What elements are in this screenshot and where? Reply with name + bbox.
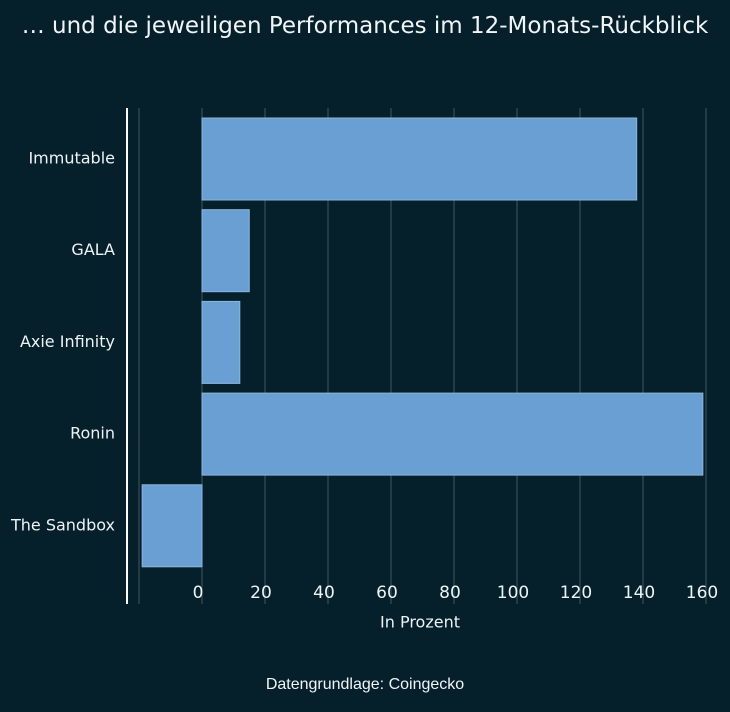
x-tick-label: 20 <box>250 583 272 603</box>
x-tick-label: 40 <box>313 583 335 603</box>
bar-the-sandbox <box>141 484 203 568</box>
source-note: Datengrundlage: Coingecko <box>265 676 465 693</box>
x-tick-label: 100 <box>497 583 529 603</box>
x-axis-label: In Prozent <box>380 613 460 632</box>
bar-gala <box>201 209 250 293</box>
x-tick-label: 120 <box>560 583 592 603</box>
x-tick-label: 160 <box>686 583 718 603</box>
x-tick-label: 0 <box>193 583 204 603</box>
bar-axie-infinity <box>201 300 241 384</box>
category-label: Ronin <box>70 424 115 443</box>
chart-title: … und die jeweiligen Performances im 12-… <box>21 13 709 39</box>
bar-ronin <box>201 392 704 476</box>
x-tick-label: 60 <box>376 583 398 603</box>
x-tick-label: 140 <box>623 583 655 603</box>
x-tick-label: 80 <box>439 583 461 603</box>
category-label: Axie Infinity <box>20 332 115 351</box>
category-label: Immutable <box>28 149 115 168</box>
category-label: GALA <box>71 240 115 259</box>
category-label: The Sandbox <box>10 515 115 534</box>
bar-immutable <box>201 117 638 201</box>
